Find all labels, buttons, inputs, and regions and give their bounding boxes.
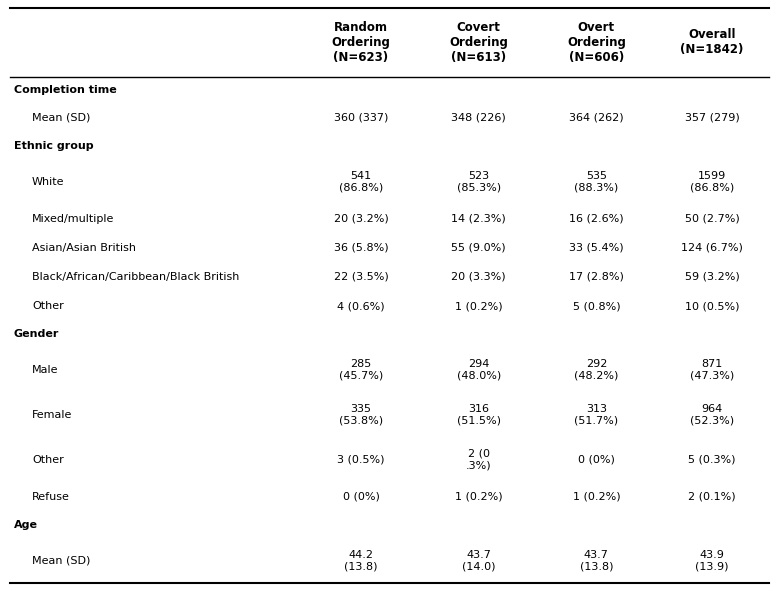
Text: 10 (0.5%): 10 (0.5%) <box>685 301 740 311</box>
Text: Mean (SD): Mean (SD) <box>32 556 90 566</box>
Text: 1 (0.2%): 1 (0.2%) <box>455 492 503 502</box>
Text: 59 (3.2%): 59 (3.2%) <box>685 272 740 282</box>
Text: 20 (3.3%): 20 (3.3%) <box>451 272 506 282</box>
Text: Black/African/Caribbean/Black British: Black/African/Caribbean/Black British <box>32 272 239 282</box>
Text: 541
(86.8%): 541 (86.8%) <box>339 171 383 192</box>
Text: Completion time: Completion time <box>14 85 117 95</box>
Text: 871
(47.3%): 871 (47.3%) <box>690 359 734 381</box>
Text: 285
(45.7%): 285 (45.7%) <box>339 359 383 381</box>
Text: 535
(88.3%): 535 (88.3%) <box>574 171 618 192</box>
Text: 3 (0.5%): 3 (0.5%) <box>337 455 385 465</box>
Text: Covert
Ordering
(N=613): Covert Ordering (N=613) <box>449 21 508 64</box>
Text: 14 (2.3%): 14 (2.3%) <box>451 214 506 223</box>
Text: 20 (3.2%): 20 (3.2%) <box>333 214 388 223</box>
Text: White: White <box>32 177 64 187</box>
Text: 50 (2.7%): 50 (2.7%) <box>685 214 740 223</box>
Text: 316
(51.5%): 316 (51.5%) <box>457 404 500 426</box>
Text: 0 (0%): 0 (0%) <box>578 455 615 465</box>
Text: 4 (0.6%): 4 (0.6%) <box>337 301 385 311</box>
Text: 17 (2.8%): 17 (2.8%) <box>569 272 624 282</box>
Text: Age: Age <box>14 519 38 530</box>
Text: Ethnic group: Ethnic group <box>14 141 93 151</box>
Text: Other: Other <box>32 301 64 311</box>
Text: 1 (0.2%): 1 (0.2%) <box>573 492 620 502</box>
Text: 16 (2.6%): 16 (2.6%) <box>569 214 624 223</box>
Text: Overt
Ordering
(N=606): Overt Ordering (N=606) <box>567 21 625 64</box>
Text: Random
Ordering
(N=623): Random Ordering (N=623) <box>332 21 391 64</box>
Text: 55 (9.0%): 55 (9.0%) <box>451 243 506 253</box>
Text: Female: Female <box>32 410 72 420</box>
Text: 364 (262): 364 (262) <box>569 113 624 123</box>
Text: Refuse: Refuse <box>32 492 70 502</box>
Text: 36 (5.8%): 36 (5.8%) <box>334 243 388 253</box>
Text: Mixed/multiple: Mixed/multiple <box>32 214 114 223</box>
Text: Gender: Gender <box>14 329 59 339</box>
Text: 964
(52.3%): 964 (52.3%) <box>690 404 734 426</box>
Text: 348 (226): 348 (226) <box>451 113 506 123</box>
Text: Overall
(N=1842): Overall (N=1842) <box>681 28 744 57</box>
Text: 124 (6.7%): 124 (6.7%) <box>681 243 743 253</box>
Text: 1599
(86.8%): 1599 (86.8%) <box>690 171 734 192</box>
Text: 335
(53.8%): 335 (53.8%) <box>339 404 383 426</box>
Text: 2 (0.1%): 2 (0.1%) <box>688 492 736 502</box>
Text: 1 (0.2%): 1 (0.2%) <box>455 301 503 311</box>
Text: 360 (337): 360 (337) <box>334 113 388 123</box>
Text: 44.2
(13.8): 44.2 (13.8) <box>344 550 378 571</box>
Text: 33 (5.4%): 33 (5.4%) <box>569 243 624 253</box>
Text: 292
(48.2%): 292 (48.2%) <box>574 359 618 381</box>
Text: Asian/Asian British: Asian/Asian British <box>32 243 136 253</box>
Text: 523
(85.3%): 523 (85.3%) <box>457 171 500 192</box>
Text: Other: Other <box>32 455 64 465</box>
Text: 294
(48.0%): 294 (48.0%) <box>457 359 501 381</box>
Text: 43.9
(13.9): 43.9 (13.9) <box>695 550 729 571</box>
Text: 43.7
(13.8): 43.7 (13.8) <box>580 550 613 571</box>
Text: 22 (3.5%): 22 (3.5%) <box>333 272 388 282</box>
Text: 5 (0.3%): 5 (0.3%) <box>688 455 736 465</box>
Text: Mean (SD): Mean (SD) <box>32 113 90 123</box>
Text: 0 (0%): 0 (0%) <box>343 492 379 502</box>
Text: 313
(51.7%): 313 (51.7%) <box>574 404 618 426</box>
Text: 43.7
(14.0): 43.7 (14.0) <box>462 550 496 571</box>
Text: 5 (0.8%): 5 (0.8%) <box>573 301 620 311</box>
Text: 2 (0
.3%): 2 (0 .3%) <box>466 449 492 470</box>
Text: Male: Male <box>32 365 58 375</box>
Text: 357 (279): 357 (279) <box>685 113 740 123</box>
